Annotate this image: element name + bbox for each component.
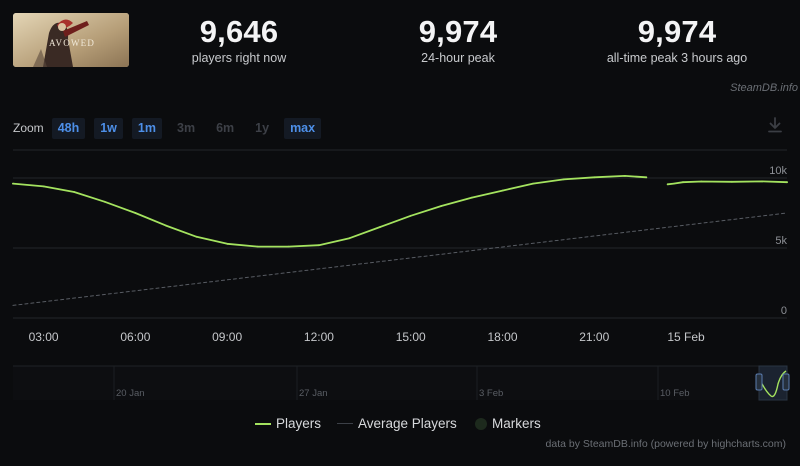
x-tick-label: 09:00 [212,330,242,344]
game-thumbnail-art: AVOWED [13,13,129,67]
stat-current: 9,646 players right now [139,14,339,65]
players-data-point[interactable] [731,180,733,183]
zoom-6m-button[interactable]: 6m [216,120,235,135]
legend-item-players[interactable]: Players [255,416,321,431]
chart-credit[interactable]: data by SteamDB.info (powered by highcha… [545,438,786,450]
players-data-point[interactable] [501,189,504,192]
chart-legend: Players Average Players Markers [0,416,800,434]
players-data-point[interactable] [12,182,14,185]
x-tick-label: 15:00 [396,330,426,344]
players-data-point[interactable] [348,237,351,240]
player-count-chart[interactable]: 0 5k 10k 03:00 06:00 09:00 12:00 15:00 18:00 21:… [0,140,800,410]
players-data-point[interactable] [761,180,764,183]
x-tick-label: 03:00 [29,330,59,344]
zoom-1y-button[interactable]: 1y [255,120,270,135]
thumbnail-logo-text: AVOWED [49,38,95,48]
zoom-controls: Zoom 48h 1w 1m 3m 6m 1y max [13,117,330,139]
players-data-point[interactable] [471,196,473,199]
zoom-label: Zoom [13,121,44,135]
players-data-point[interactable] [440,205,443,207]
navigator-handle-left[interactable] [755,373,763,391]
players-data-point[interactable] [287,245,290,248]
x-tick-label: 21:00 [579,330,609,344]
current-players-value: 9,646 [199,14,279,49]
navigator-date-label: 27 Jan [299,388,328,399]
peak-24h-label: 24-hour peak [421,51,495,65]
x-tick-label: 18:00 [487,330,517,344]
players-data-point[interactable] [256,245,259,248]
players-data-point[interactable] [624,175,626,177]
zoom-3m-button[interactable]: 3m [177,120,196,135]
navigator-date-label: 20 Jan [116,388,145,399]
players-data-point[interactable] [682,181,684,184]
legend-average-swatch [337,423,353,424]
y-tick-label: 10k [769,165,787,177]
players-data-point[interactable] [409,214,412,217]
navigator-handle-right[interactable] [782,373,790,391]
players-data-point[interactable] [700,180,703,183]
legend-players-swatch [255,422,271,425]
legend-markers-label: Markers [492,416,541,431]
chart-navigator[interactable]: 20 Jan 27 Jan 3 Feb 10 Feb [13,365,790,401]
players-data-point[interactable] [562,178,565,181]
players-data-point[interactable] [645,176,648,179]
zoom-max-button[interactable]: max [284,117,322,139]
players-data-point[interactable] [134,212,137,214]
stat-24h-peak: 9,974 24-hour peak [358,14,558,65]
peak-24h-value: 9,974 [418,14,498,49]
game-thumbnail[interactable]: AVOWED [13,13,129,67]
x-tick-label: 15 Feb [667,330,705,344]
players-data-point[interactable] [42,185,45,188]
players-data-point[interactable] [532,182,534,185]
navigator-series-line [759,370,787,398]
players-data-point[interactable] [379,226,381,228]
players-data-point[interactable] [672,182,675,185]
navigator-date-label: 3 Feb [479,388,503,399]
legend-markers-swatch [475,417,487,430]
zoom-48h-button[interactable]: 48h [51,117,86,139]
players-data-point[interactable] [318,244,320,247]
current-players-label: players right now [191,51,287,65]
players-series-line-0[interactable] [12,175,648,248]
players-data-point[interactable] [195,235,198,238]
zoom-1w-button[interactable]: 1w [94,117,123,139]
players-series-line-1[interactable] [666,180,788,186]
x-tick-label: 06:00 [120,330,150,344]
y-tick-label: 5k [775,235,787,247]
legend-average-label: Average Players [358,416,457,431]
legend-players-label: Players [276,416,322,431]
legend-item-average[interactable]: Average Players [337,416,457,431]
steamdb-credit-top[interactable]: SteamDB.info [730,82,798,94]
stat-alltime-peak: 9,974 all-time peak 3 hours ago [577,14,777,65]
players-data-point[interactable] [165,224,167,227]
zoom-1m-button[interactable]: 1m [131,117,162,139]
players-data-point[interactable] [73,191,76,193]
navigator-date-label: 10 Feb [660,388,690,399]
alltime-peak-value: 9,974 [637,14,717,49]
legend-item-markers[interactable]: Markers [475,416,541,431]
alltime-peak-label: all-time peak 3 hours ago [606,51,748,65]
players-data-point[interactable] [226,242,229,245]
download-icon[interactable] [764,114,786,136]
players-data-point[interactable] [786,181,788,184]
players-data-point[interactable] [593,176,596,179]
x-tick-label: 12:00 [304,330,334,344]
players-data-point[interactable] [666,183,669,186]
y-tick-label: 0 [781,305,787,317]
players-data-point[interactable] [103,200,106,203]
stats-header: AVOWED 9,646 players right now 9,974 24-… [0,0,800,80]
average-players-series-line[interactable] [12,212,788,306]
